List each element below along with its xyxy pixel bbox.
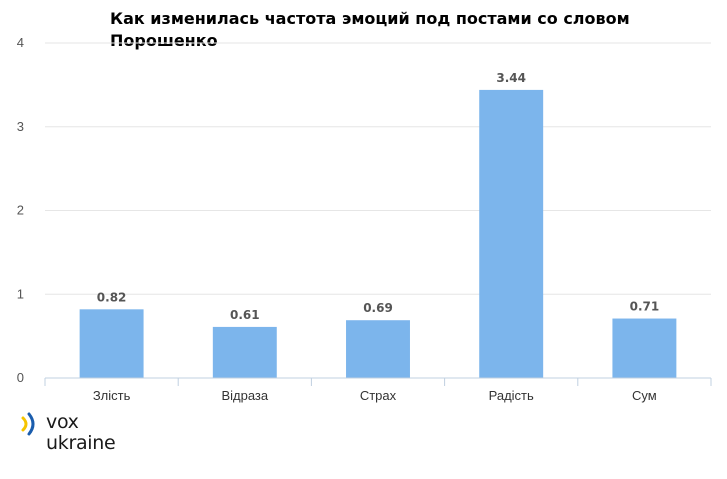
bar-3	[346, 320, 410, 378]
y-tick-label: 2	[17, 203, 24, 218]
y-tick-label: 3	[17, 119, 24, 134]
x-category-label: Сум	[632, 388, 657, 403]
vox-ukraine-logo-icon	[21, 412, 35, 436]
bar-4	[479, 89, 544, 379]
data-label: 0.61	[230, 308, 260, 322]
y-tick-label: 4	[17, 35, 24, 50]
data-labels: 0.82 0.61 0.69 3.44 0.71	[97, 71, 659, 322]
y-tick-label: 1	[17, 286, 24, 301]
x-axis: Злість Відраза Страх Радість Сум	[44, 377, 712, 403]
logo-text-ukraine: ukraine	[46, 432, 116, 454]
data-label: 0.71	[630, 300, 660, 314]
bars	[79, 89, 677, 379]
logo-text-vox: vox	[46, 411, 79, 433]
data-label: 0.82	[97, 290, 127, 304]
y-axis-ticks: 0 1 2 3 4	[17, 35, 24, 385]
chart-title: Как изменилась частота эмоций под постам…	[110, 9, 630, 50]
bar-2	[212, 326, 277, 378]
grid-lines	[45, 42, 711, 295]
data-label: 0.69	[363, 301, 393, 315]
vox-ukraine-logo: vox ukraine	[20, 410, 130, 460]
x-category-label: Злість	[93, 388, 131, 403]
y-tick-label: 0	[17, 370, 24, 385]
x-category-label: Радість	[489, 388, 534, 403]
x-category-label: Відраза	[221, 388, 268, 403]
data-label: 3.44	[496, 71, 526, 85]
x-category-label: Страх	[360, 388, 397, 403]
bar-5	[612, 318, 677, 378]
bar-1	[79, 309, 144, 378]
